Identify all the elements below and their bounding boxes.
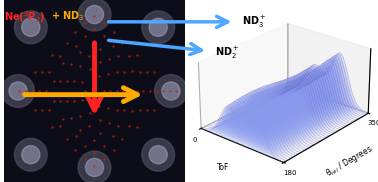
Circle shape	[142, 11, 175, 44]
Circle shape	[78, 151, 111, 182]
Circle shape	[149, 18, 167, 36]
Circle shape	[78, 0, 111, 31]
Circle shape	[9, 82, 27, 100]
Y-axis label: θ$_{rel}$ / Degrees: θ$_{rel}$ / Degrees	[324, 142, 376, 180]
Text: Ne($^3$P$_2$): Ne($^3$P$_2$)	[4, 9, 45, 25]
Circle shape	[22, 18, 40, 36]
Circle shape	[2, 75, 34, 107]
Text: ND$_3^+$: ND$_3^+$	[242, 14, 266, 30]
Circle shape	[22, 146, 40, 164]
Circle shape	[85, 5, 104, 24]
Circle shape	[14, 11, 47, 44]
X-axis label: ToF: ToF	[217, 163, 229, 172]
Circle shape	[14, 138, 47, 171]
Circle shape	[155, 75, 187, 107]
Circle shape	[162, 82, 180, 100]
Circle shape	[85, 158, 104, 177]
Circle shape	[149, 146, 167, 164]
Text: ND$_2^+$: ND$_2^+$	[215, 45, 240, 61]
Circle shape	[142, 138, 175, 171]
Text: + ND$_3$: + ND$_3$	[51, 9, 85, 23]
